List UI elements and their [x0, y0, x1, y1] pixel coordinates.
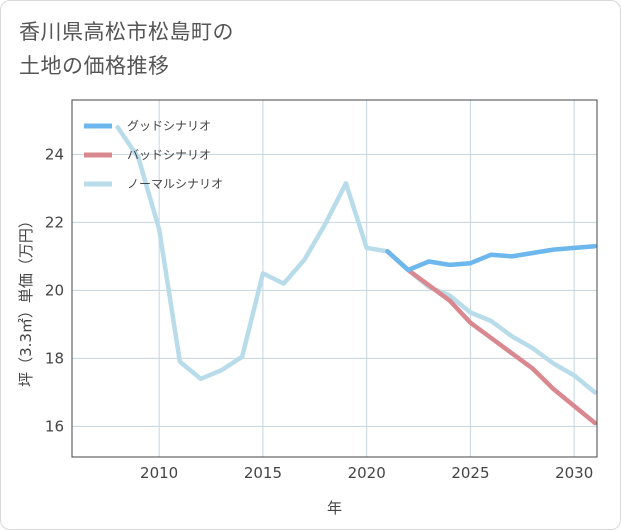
- tick-labels: 2010 2015 2020 2025 2030 16 18 20 22 24: [45, 145, 593, 482]
- title-line-2: 土地の価格推移: [19, 54, 170, 78]
- series-lines: [115, 124, 597, 426]
- y-tick-label: 20: [45, 281, 64, 299]
- series-line-good: [385, 243, 597, 273]
- series-line-bad: [385, 249, 597, 426]
- series-line-normal: [115, 124, 597, 395]
- plot-frame: [71, 99, 598, 458]
- x-tick-label: 2010: [140, 464, 178, 482]
- y-tick-label: 16: [45, 417, 64, 435]
- legend-label-bad: バッドシナリオ: [127, 148, 211, 162]
- y-tick-label: 22: [45, 213, 64, 231]
- grid: [72, 100, 597, 457]
- chart-title: 香川県高松市松島町の 土地の価格推移: [19, 15, 234, 83]
- legend-label-good: グッドシナリオ: [127, 119, 211, 133]
- x-tick-label: 2015: [244, 464, 282, 482]
- y-axis-title: 坪（3.3㎡）単価（万円）: [17, 213, 35, 387]
- title-line-1: 香川県高松市松島町の: [19, 20, 234, 44]
- x-axis-title: 年: [327, 499, 342, 517]
- legend-label-normal: ノーマルシナリオ: [127, 177, 223, 191]
- x-tick-label: 2020: [348, 464, 386, 482]
- y-tick-label: 24: [45, 145, 64, 163]
- x-tick-label: 2025: [451, 464, 489, 482]
- y-tick-label: 18: [45, 349, 64, 367]
- x-tick-label: 2030: [555, 464, 593, 482]
